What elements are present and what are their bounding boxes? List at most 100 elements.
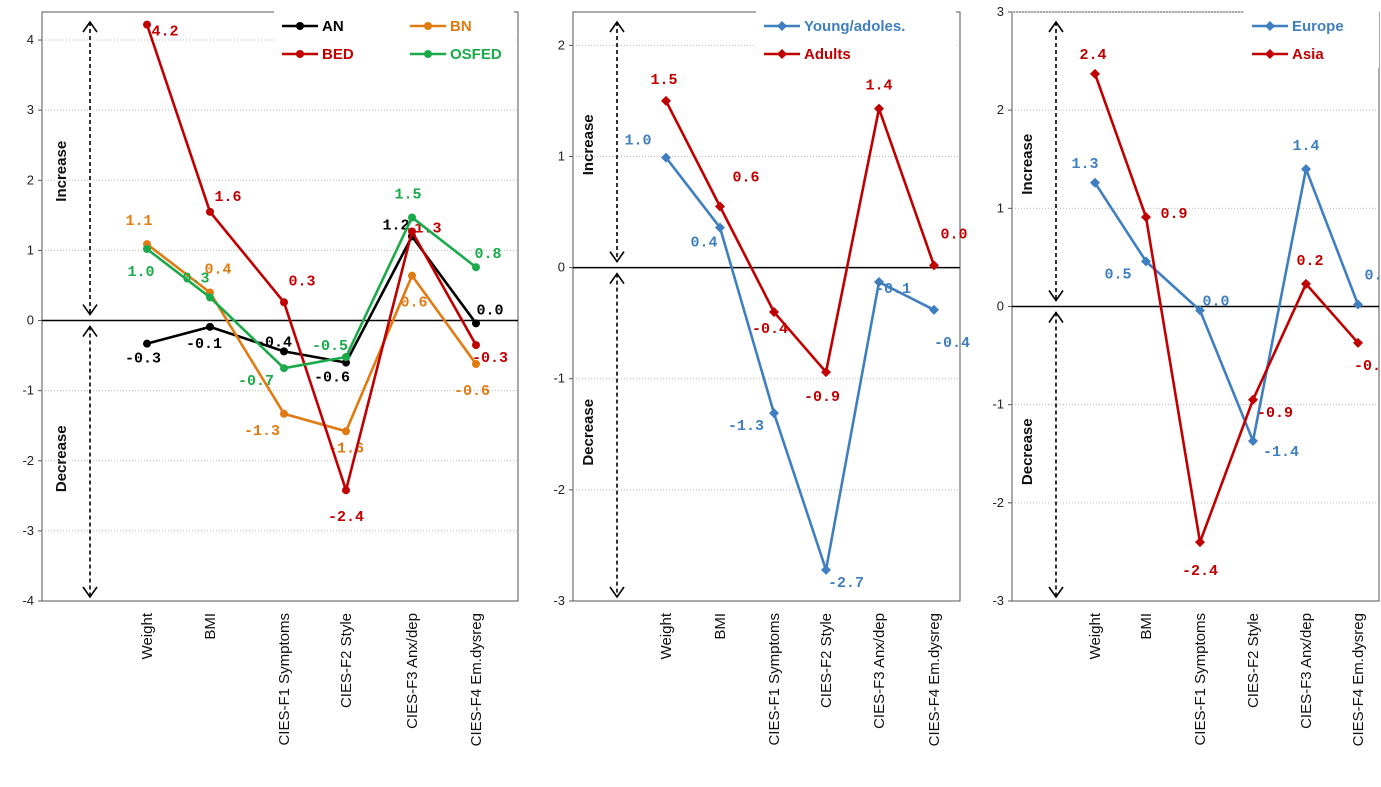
legend-marker — [424, 22, 432, 30]
data-point — [715, 222, 725, 233]
data-point — [661, 95, 671, 106]
category-label: CIES-F1 Symptoms — [766, 613, 783, 746]
data-label: 0.6 — [400, 295, 427, 312]
data-point — [715, 201, 725, 212]
data-point — [206, 293, 214, 302]
decrease-arrow-base — [82, 325, 98, 337]
data-label: -2.4 — [328, 509, 364, 526]
data-label: -1.4 — [1263, 444, 1299, 461]
data-label: 1.4 — [1292, 138, 1319, 155]
data-label: 0.0 — [476, 302, 503, 319]
y-tick-label: 2 — [558, 37, 565, 52]
data-point — [1301, 278, 1311, 289]
data-label: -0.6 — [314, 370, 350, 387]
data-label: -0.4 — [256, 334, 292, 351]
y-tick-label: -1 — [22, 383, 34, 398]
y-tick-label: 2 — [997, 102, 1004, 117]
increase-label: Increase — [53, 141, 70, 202]
y-tick-label: 3 — [27, 102, 34, 117]
category-label: CIES-F3 Anx/dep — [1298, 613, 1315, 729]
data-point — [342, 352, 350, 361]
increase-arrow-head — [609, 20, 625, 33]
category-label: CIES-F4 Em.dysreg — [926, 613, 943, 746]
data-point — [1090, 177, 1100, 188]
y-tick-label: 4 — [27, 32, 34, 47]
series-line-bed — [145, 24, 478, 495]
data-label: -0.1 — [875, 281, 911, 298]
category-label: CIES-F1 Symptoms — [276, 613, 293, 746]
legend-label: AN — [322, 18, 344, 35]
data-point — [280, 347, 288, 356]
y-tick-label: -2 — [22, 453, 34, 468]
legend-label: Asia — [1292, 46, 1324, 63]
data-label: -0.6 — [454, 383, 490, 400]
data-point — [1248, 394, 1258, 405]
data-point — [342, 358, 350, 367]
data-point — [661, 152, 671, 163]
data-label: 0.4 — [690, 235, 717, 252]
data-label: -0.4 — [934, 335, 970, 352]
data-label: 0.0 — [1364, 268, 1381, 285]
data-point — [1195, 305, 1205, 316]
data-label: 0.0 — [940, 226, 967, 243]
legend-marker — [777, 49, 787, 59]
data-point — [280, 409, 288, 418]
data-label: 0.8 — [474, 246, 501, 263]
series-line-young-adoles- — [664, 156, 935, 571]
data-point — [472, 319, 480, 328]
legend-label: Europe — [1292, 18, 1344, 35]
y-tick-label: 3 — [997, 4, 1004, 19]
data-point — [472, 359, 480, 368]
decrease-arrow-head — [1048, 586, 1064, 599]
decrease-arrow-head — [82, 586, 98, 599]
data-point — [874, 277, 884, 288]
y-tick-label: -1 — [553, 371, 565, 386]
data-point — [280, 364, 288, 373]
category-label: Weight — [658, 612, 675, 659]
y-tick-label: -2 — [992, 495, 1004, 510]
y-tick-label: -3 — [553, 593, 565, 608]
data-point — [821, 367, 831, 378]
data-label: 1.1 — [125, 213, 152, 230]
data-label: 0.0 — [1202, 293, 1229, 310]
data-point — [1301, 164, 1311, 175]
category-label: CIES-F2 Style — [1245, 613, 1262, 708]
category-label: CIES-F2 Style — [338, 613, 355, 708]
data-point — [769, 307, 779, 318]
data-point — [342, 486, 350, 495]
category-label: CIES-F4 Em.dysreg — [1350, 613, 1367, 746]
data-label: 0.3 — [182, 270, 209, 287]
series-line-bn — [146, 243, 478, 433]
decrease-arrow-base — [1048, 311, 1064, 323]
data-label: 0.6 — [732, 169, 759, 186]
data-point — [472, 341, 480, 350]
data-label: 1.4 — [865, 78, 892, 95]
legend-box — [756, 10, 956, 68]
data-point — [143, 339, 151, 348]
data-label: -0.3 — [472, 350, 508, 367]
data-label: -0.7 — [238, 373, 274, 390]
legend-label: Young/adoles. — [804, 18, 905, 35]
data-point — [1195, 537, 1205, 548]
data-label: -0.1 — [186, 336, 222, 353]
legend-label: BED — [322, 46, 354, 63]
data-point — [929, 260, 939, 271]
data-label: -0.3 — [125, 351, 161, 368]
category-label: BMI — [712, 613, 729, 640]
data-point — [408, 271, 416, 280]
increase-arrow-head — [82, 20, 98, 33]
increase-arrow-head — [1048, 20, 1064, 33]
series-line-adults — [664, 100, 936, 375]
y-tick-label: -2 — [553, 482, 565, 497]
data-point — [1248, 435, 1258, 446]
increase-arrow-base — [609, 251, 625, 263]
legend-marker — [296, 50, 304, 58]
data-label: 1.5 — [394, 186, 421, 203]
y-tick-label: 0 — [997, 299, 1004, 314]
data-point — [929, 304, 939, 315]
data-label: 0.2 — [1296, 253, 1323, 270]
y-tick-label: -4 — [22, 593, 34, 608]
chart-panel-3: -3 -2 -1 0 1 2 3 Increase Decrease Weight BMI CIES-… — [992, 4, 1381, 746]
data-label: 1.3 — [1071, 156, 1098, 173]
category-label: BMI — [1138, 613, 1155, 640]
